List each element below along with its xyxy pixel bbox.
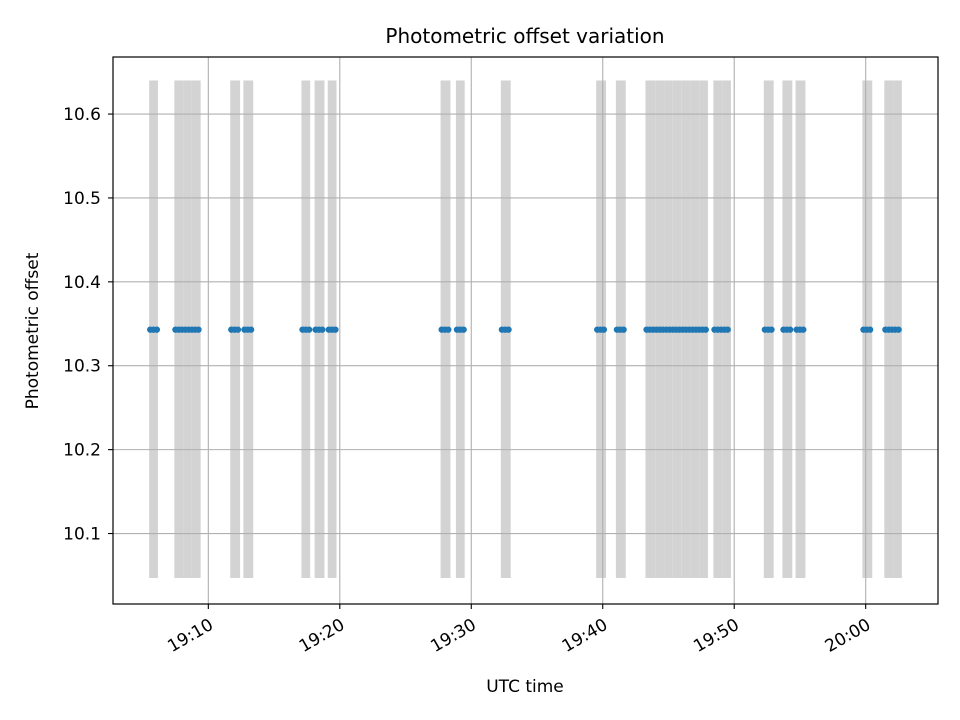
y-tick-label: 10.4 (63, 273, 101, 293)
y-tick-label: 10.3 (63, 357, 101, 377)
y-tick-label: 10.2 (63, 441, 101, 461)
data-point (445, 326, 452, 333)
data-point (195, 326, 202, 333)
data-point (895, 326, 902, 333)
data-point (505, 326, 512, 333)
data-point (786, 326, 794, 333)
y-tick-label: 10.6 (63, 105, 101, 125)
data-point (724, 326, 731, 333)
data-point (332, 326, 339, 333)
data-point (319, 326, 326, 333)
y-tick-label: 10.5 (63, 189, 101, 209)
data-point (800, 326, 807, 333)
y-axis-label: Photometric offset (23, 252, 43, 409)
plot-frame (112, 56, 939, 605)
data-point (866, 326, 874, 333)
data-points (147, 326, 902, 333)
data-point (247, 326, 255, 333)
data-point (702, 326, 709, 333)
y-axis-ticks: 10.1 10.2 10.3 10.4 10.5 10.6 (63, 105, 113, 545)
data-point (600, 326, 608, 333)
data-point (620, 326, 627, 333)
data-point (305, 326, 313, 333)
grid-lines (113, 57, 938, 604)
data-point (234, 326, 242, 333)
y-tick-label: 10.1 (63, 525, 101, 545)
chart-title: Photometric offset variation (385, 24, 664, 48)
x-axis-label: UTC time (486, 677, 564, 697)
data-point (768, 326, 775, 333)
data-point (153, 326, 161, 333)
data-point (460, 326, 467, 333)
